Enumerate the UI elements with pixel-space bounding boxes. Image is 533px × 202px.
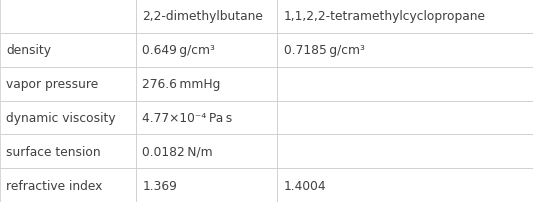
Text: refractive index: refractive index (6, 179, 103, 192)
Text: 1.4004: 1.4004 (284, 179, 326, 192)
Bar (277, 168, 533, 202)
Bar (0, 0, 136, 34)
Bar (136, 34, 277, 67)
Text: density: density (6, 44, 51, 57)
Bar (136, 135, 277, 168)
Text: 4.77×10⁻⁴ Pa s: 4.77×10⁻⁴ Pa s (142, 111, 232, 124)
Bar (0, 101, 136, 135)
Bar (136, 101, 277, 135)
Bar (136, 67, 277, 101)
Bar (0, 67, 136, 101)
Bar (277, 67, 533, 101)
Text: 0.649 g/cm³: 0.649 g/cm³ (142, 44, 215, 57)
Bar (0, 135, 136, 168)
Text: 0.0182 N/m: 0.0182 N/m (142, 145, 213, 158)
Bar (277, 101, 533, 135)
Text: 1.369: 1.369 (142, 179, 177, 192)
Text: 2,2-dimethylbutane: 2,2-dimethylbutane (142, 10, 263, 23)
Text: vapor pressure: vapor pressure (6, 78, 99, 91)
Bar (277, 135, 533, 168)
Bar (277, 34, 533, 67)
Bar (0, 34, 136, 67)
Text: surface tension: surface tension (6, 145, 101, 158)
Bar (136, 168, 277, 202)
Bar (0, 168, 136, 202)
Text: 1,1,2,2-tetramethylcyclopropane: 1,1,2,2-tetramethylcyclopropane (284, 10, 486, 23)
Bar (136, 0, 277, 34)
Bar (277, 0, 533, 34)
Text: 276.6 mmHg: 276.6 mmHg (142, 78, 221, 91)
Text: dynamic viscosity: dynamic viscosity (6, 111, 116, 124)
Text: 0.7185 g/cm³: 0.7185 g/cm³ (284, 44, 365, 57)
